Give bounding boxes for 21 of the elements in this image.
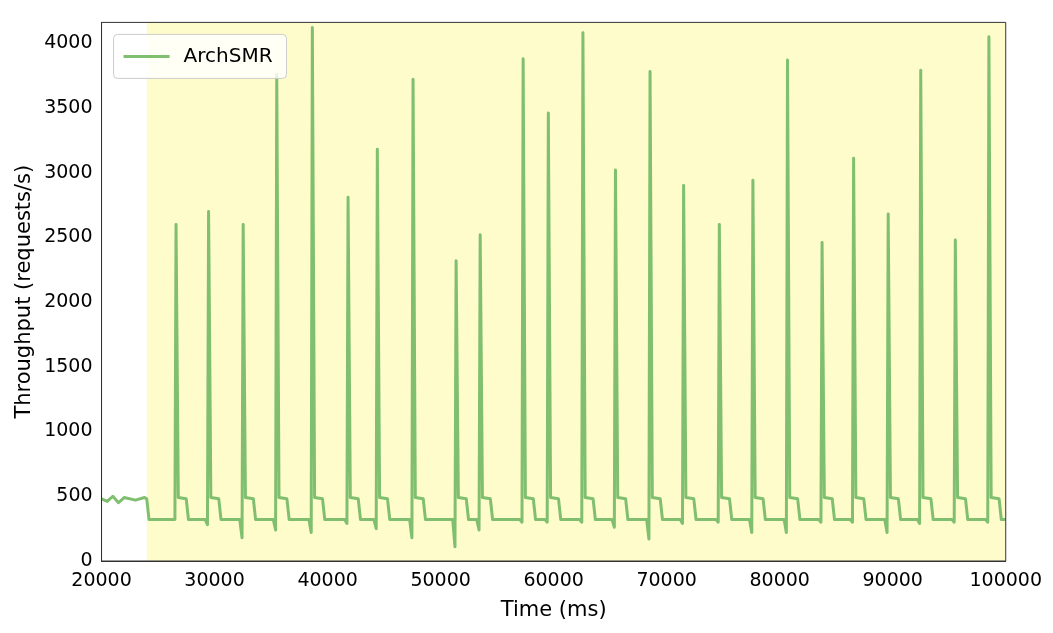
y-tick-label: 4000: [44, 30, 93, 53]
x-tick-label: 40000: [297, 568, 358, 591]
legend-label: ArchSMR: [183, 42, 273, 67]
x-tick-label: 60000: [523, 568, 584, 591]
y-tick-label: 3500: [44, 94, 93, 117]
x-tick-label: 30000: [184, 568, 245, 591]
y-tick-label: 3000: [44, 159, 93, 182]
y-tick-label: 1000: [44, 418, 93, 441]
y-tick-label: 2000: [44, 289, 93, 311]
x-tick-label: 20000: [71, 568, 132, 591]
y-axis-title: Throughput (requests/s): [11, 164, 36, 420]
x-tick-label: 70000: [636, 568, 697, 591]
x-tick-label: 100000: [969, 568, 1042, 591]
y-tick-label: 0: [80, 547, 93, 570]
x-tick-label: 90000: [862, 568, 923, 591]
x-tick-label: 80000: [749, 568, 810, 591]
y-tick-label: 500: [56, 483, 93, 506]
y-tick-label: 1500: [44, 353, 93, 376]
x-axis-title: Time (ms): [499, 596, 607, 621]
y-tick-label: 2500: [44, 224, 93, 247]
x-tick-label: 50000: [410, 568, 471, 591]
